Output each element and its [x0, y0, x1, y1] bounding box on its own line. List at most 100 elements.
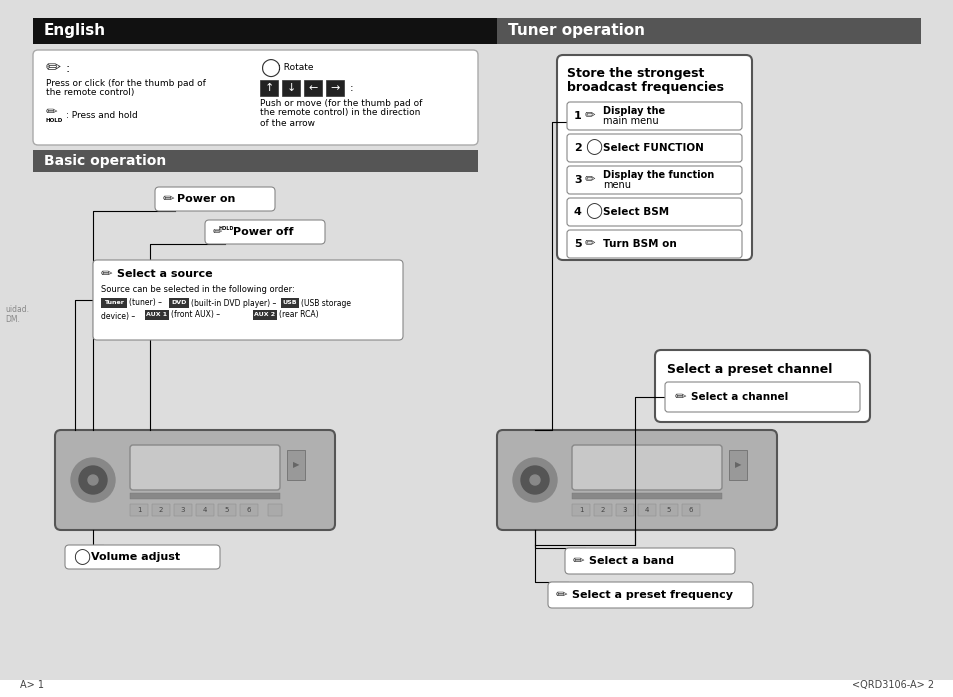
FancyBboxPatch shape	[547, 582, 752, 608]
Text: (tuner) –: (tuner) –	[129, 298, 162, 307]
Bar	[282, 80, 299, 96]
Text: ✏: ✏	[46, 59, 61, 77]
Text: Select a channel: Select a channel	[690, 392, 787, 402]
Text: Power on: Power on	[177, 194, 235, 204]
Text: (rear RCA): (rear RCA)	[278, 310, 318, 319]
Text: 5: 5	[225, 507, 229, 513]
Bar	[638, 504, 656, 516]
Text: Power off: Power off	[233, 227, 294, 237]
Bar	[195, 504, 213, 516]
Bar	[659, 504, 678, 516]
Text: ✏: ✏	[163, 192, 174, 206]
Text: of the arrow: of the arrow	[260, 118, 314, 128]
Circle shape	[520, 466, 548, 494]
FancyBboxPatch shape	[664, 382, 859, 412]
Text: Store the strongest: Store the strongest	[566, 66, 703, 79]
FancyBboxPatch shape	[154, 187, 274, 211]
Text: Select a preset channel: Select a preset channel	[666, 364, 832, 376]
Circle shape	[513, 458, 557, 502]
Text: ◯: ◯	[73, 549, 90, 565]
Text: 4: 4	[644, 507, 648, 513]
Text: Display the function: Display the function	[602, 170, 714, 180]
FancyBboxPatch shape	[655, 350, 869, 422]
Text: Volume adjust: Volume adjust	[91, 552, 180, 562]
Text: : Press and hold: : Press and hold	[66, 111, 137, 119]
Text: 3: 3	[180, 507, 185, 513]
Text: ✏: ✏	[584, 109, 595, 123]
Text: 1: 1	[136, 507, 141, 513]
Bar	[253, 310, 276, 320]
Text: (USB storage: (USB storage	[301, 298, 351, 307]
FancyBboxPatch shape	[33, 50, 477, 145]
Bar	[33, 150, 477, 172]
Text: (front AUX) –: (front AUX) –	[171, 310, 220, 319]
Text: Basic operation: Basic operation	[44, 154, 166, 168]
FancyBboxPatch shape	[65, 545, 220, 569]
Text: (built-in DVD player) –: (built-in DVD player) –	[191, 298, 276, 307]
Text: DM.: DM.	[5, 316, 20, 325]
Text: ↓: ↓	[286, 83, 295, 93]
Text: DVD: DVD	[172, 300, 187, 305]
Circle shape	[88, 475, 98, 485]
Bar	[326, 80, 344, 96]
Text: Select FUNCTION: Select FUNCTION	[602, 143, 703, 153]
Text: Select a band: Select a band	[588, 556, 673, 566]
Text: the remote control) in the direction: the remote control) in the direction	[260, 109, 420, 118]
Text: 2: 2	[158, 507, 163, 513]
Bar	[572, 493, 721, 499]
FancyBboxPatch shape	[55, 430, 335, 530]
FancyBboxPatch shape	[566, 198, 741, 226]
FancyBboxPatch shape	[572, 445, 721, 490]
Text: Tuner operation: Tuner operation	[507, 24, 644, 38]
Bar	[152, 504, 170, 516]
Text: A> 1: A> 1	[20, 680, 44, 690]
Text: 4: 4	[203, 507, 207, 513]
Text: USB: USB	[282, 300, 297, 305]
FancyBboxPatch shape	[497, 430, 776, 530]
Text: AUX 1: AUX 1	[146, 312, 168, 318]
Text: 5: 5	[666, 507, 671, 513]
Bar	[281, 298, 298, 308]
Text: ✏: ✏	[213, 227, 222, 237]
Bar	[304, 80, 322, 96]
Bar	[101, 298, 127, 308]
Text: ◯: ◯	[260, 59, 280, 77]
Bar	[681, 504, 700, 516]
Bar	[130, 493, 280, 499]
Text: 2: 2	[574, 143, 581, 153]
Bar	[169, 298, 189, 308]
Text: <QRD3106-A> 2: <QRD3106-A> 2	[851, 680, 933, 690]
Text: ▶: ▶	[293, 461, 299, 470]
Circle shape	[530, 475, 539, 485]
FancyBboxPatch shape	[566, 166, 741, 194]
Text: ✏: ✏	[675, 390, 686, 404]
Bar	[616, 504, 634, 516]
Text: HOLD: HOLD	[46, 118, 63, 123]
Bar	[497, 18, 920, 44]
Text: 6: 6	[247, 507, 251, 513]
Text: Push or move (for the thumb pad of: Push or move (for the thumb pad of	[260, 98, 422, 107]
Bar	[287, 450, 305, 480]
Text: English: English	[44, 24, 106, 38]
Text: the remote control): the remote control)	[46, 89, 134, 98]
Bar	[218, 504, 235, 516]
Text: 1: 1	[578, 507, 582, 513]
FancyBboxPatch shape	[566, 230, 741, 258]
Bar	[145, 310, 169, 320]
Text: ✏: ✏	[556, 588, 567, 602]
Text: 5: 5	[574, 239, 581, 249]
FancyBboxPatch shape	[557, 55, 751, 260]
Text: HOLD: HOLD	[219, 226, 234, 231]
FancyBboxPatch shape	[205, 220, 325, 244]
Bar	[173, 504, 192, 516]
Circle shape	[71, 458, 115, 502]
Text: ◯: ◯	[584, 203, 601, 219]
Text: : Rotate: : Rotate	[277, 63, 314, 72]
Text: menu: menu	[602, 180, 630, 190]
Text: Tuner: Tuner	[104, 300, 124, 305]
Bar	[268, 504, 282, 516]
Text: Select a source: Select a source	[117, 269, 213, 279]
Text: 1: 1	[574, 111, 581, 121]
FancyBboxPatch shape	[566, 134, 741, 162]
Text: ✏: ✏	[584, 238, 595, 250]
